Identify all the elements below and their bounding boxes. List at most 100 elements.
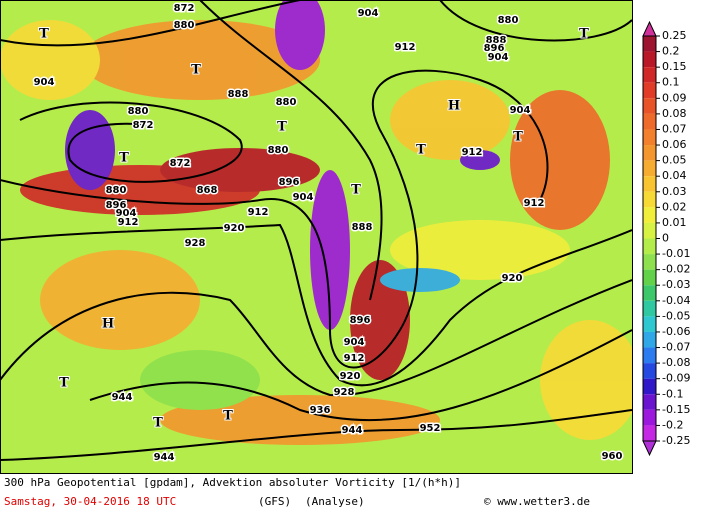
colorbar-band: [643, 300, 656, 317]
colorbar-band: [643, 394, 656, 410]
colorbar-label: 0.2: [662, 45, 680, 58]
colorbar-label: 0.08: [662, 107, 687, 120]
contour-label: 904: [344, 337, 365, 348]
colorbar-band: [643, 254, 656, 270]
colorbar-band: [643, 176, 656, 192]
contour-label: 896: [484, 43, 505, 54]
contour-label: 888: [352, 222, 373, 233]
colorbar-band: [643, 347, 656, 364]
contour-label: 872: [133, 120, 154, 131]
contour-label: 896: [279, 177, 300, 188]
colorbar-label: -0.03: [662, 278, 690, 291]
pressure-center: T: [579, 27, 589, 42]
colorbar-band: [643, 331, 656, 348]
contour-label: 928: [185, 238, 206, 249]
colorbar-band: [643, 67, 656, 83]
colorbar-label: -0.15: [662, 403, 690, 416]
contour-label: 868: [197, 185, 218, 196]
contour-label: 880: [174, 20, 195, 31]
pressure-center: T: [39, 27, 49, 42]
contour-label: 880: [106, 185, 127, 196]
colorbar-band: [643, 238, 656, 255]
colorbar-band: [643, 363, 656, 379]
colorbar-band: [643, 145, 656, 161]
colorbar-label: -0.2: [662, 418, 683, 431]
pressure-center: T: [119, 151, 129, 166]
footer-date: Samstag, 30-04-2016 18 UTC: [4, 495, 176, 508]
map: 8728809048808888969049129048888808808729…: [0, 0, 632, 473]
pressure-center: T: [59, 376, 69, 391]
colorbar-band: [643, 129, 656, 146]
contour-label: 880: [268, 145, 289, 156]
colorbar-label: -0.06: [662, 325, 690, 338]
colorbar-label: 0.02: [662, 200, 687, 213]
pressure-center: H: [448, 99, 460, 114]
contour-label: 888: [486, 35, 507, 46]
colorbar-label: -0.02: [662, 263, 690, 276]
colorbar-band: [643, 285, 656, 301]
colorbar-label: 0: [662, 232, 669, 245]
pressure-center: T: [277, 120, 287, 135]
footer-credit: © www.wetter3.de: [484, 495, 590, 508]
colorbar-label: -0.08: [662, 356, 690, 369]
contour-label: 904: [116, 208, 137, 219]
pressure-center: T: [351, 183, 361, 198]
contour-label: 920: [502, 273, 523, 284]
contour-label: 920: [224, 223, 245, 234]
map-frame: [0, 0, 633, 474]
colorbar-label: 0.04: [662, 169, 687, 182]
colorbar-label: -0.07: [662, 341, 690, 354]
contour-label: 872: [174, 3, 195, 14]
contour-label: 936: [310, 405, 331, 416]
contour-label: 872: [170, 158, 191, 169]
colorbar-band: [643, 222, 656, 239]
contour-label: 904: [358, 8, 379, 19]
contour-label: 912: [118, 217, 139, 228]
contour-label: 912: [462, 147, 483, 158]
colorbar-band: [643, 113, 656, 130]
contour-label: 944: [112, 392, 133, 403]
colorbar: 0.25 0.2 0.15 0.1 0.09 0.08 0.07 0.06 0.05 0.04 0.…: [642, 20, 690, 457]
contour-label: 880: [498, 15, 519, 26]
pressure-center: H: [102, 317, 114, 332]
pressure-center: T: [223, 409, 233, 424]
contour-label: 944: [154, 452, 175, 463]
contour-label: 912: [524, 198, 545, 209]
colorbar-label: -0.04: [662, 294, 690, 307]
colorbar-label: -0.1: [662, 387, 683, 400]
pressure-center: T: [191, 63, 201, 78]
colorbar-label: 0.1: [662, 76, 680, 89]
contour-label: 904: [488, 52, 509, 63]
colorbar-band: [643, 409, 656, 426]
colorbar-label: -0.25: [662, 434, 690, 447]
contour-label: 960: [602, 451, 623, 462]
colorbar-arrow: [642, 440, 657, 457]
pressure-center: T: [416, 143, 426, 158]
colorbar-band: [643, 160, 656, 177]
contour-label: 880: [276, 97, 297, 108]
contour-label: 904: [293, 192, 314, 203]
contour-label: 912: [344, 353, 365, 364]
colorbar-band: [643, 51, 656, 68]
colorbar-label: 0.07: [662, 122, 687, 135]
colorbar-band: [643, 82, 656, 99]
contour-label: 928: [334, 387, 355, 398]
contour-label: 912: [248, 207, 269, 218]
contour-label: 904: [510, 105, 531, 116]
footer-title: 300 hPa Geopotential [gpdam], Advektion …: [4, 476, 461, 489]
contour-label: 904: [34, 77, 55, 88]
colorbar-arrow: [642, 20, 657, 37]
colorbar-label: 0.01: [662, 216, 687, 229]
colorbar-band: [643, 191, 656, 208]
colorbar-label: 0.09: [662, 91, 687, 104]
colorbar-label: 0.15: [662, 60, 687, 73]
contour-label: 888: [228, 89, 249, 100]
colorbar-label: -0.09: [662, 372, 690, 385]
colorbar-band: [643, 269, 656, 286]
colorbar-band: [643, 36, 656, 52]
colorbar-label: 0.05: [662, 154, 687, 167]
colorbar-band: [643, 207, 656, 223]
pressure-center: T: [153, 416, 163, 431]
isohypses: [0, 0, 632, 461]
